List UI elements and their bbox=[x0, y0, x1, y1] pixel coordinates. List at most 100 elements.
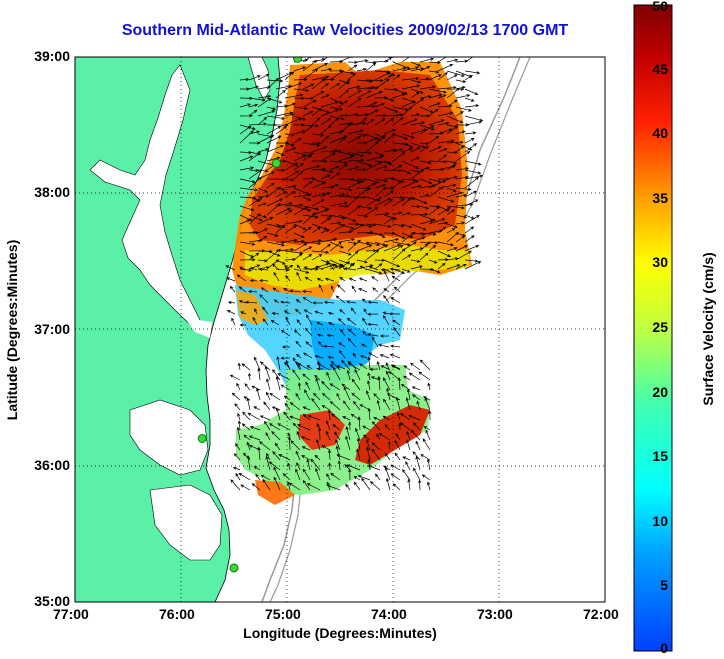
velocity-arrow bbox=[356, 160, 373, 167]
velocity-arrow bbox=[464, 120, 483, 126]
velocity-arrow bbox=[379, 354, 390, 359]
colorbar-tick-label: 0 bbox=[660, 640, 668, 656]
velocity-arrow bbox=[401, 84, 421, 90]
colorbar-tick-label: 50 bbox=[652, 0, 668, 14]
velocity-arrow bbox=[302, 296, 313, 304]
velocity-arrow bbox=[395, 396, 401, 411]
velocity-arrow bbox=[233, 453, 241, 461]
velocity-arrow bbox=[419, 85, 436, 90]
velocity-arrow bbox=[243, 434, 251, 441]
velocity-arrow bbox=[293, 206, 309, 216]
velocity-arrow bbox=[406, 388, 411, 401]
velocity-arrow bbox=[272, 263, 280, 271]
velocity-arrow bbox=[410, 259, 421, 263]
velocity-arrow bbox=[347, 250, 359, 261]
velocity-vectors bbox=[225, 57, 484, 491]
velocity-arrow bbox=[320, 229, 331, 234]
velocity-arrow bbox=[428, 93, 443, 99]
velocity-arrow bbox=[266, 391, 271, 401]
velocity-arrow bbox=[410, 88, 424, 94]
velocity-arrow bbox=[356, 68, 367, 72]
velocity-arrow bbox=[464, 214, 480, 225]
velocity-arrow bbox=[385, 477, 391, 491]
velocity-arrow bbox=[329, 172, 341, 180]
velocity-arrow bbox=[401, 76, 420, 81]
velocity-arrow bbox=[428, 70, 440, 74]
velocity-arrow bbox=[401, 106, 413, 117]
velocity-arrow bbox=[257, 228, 269, 234]
velocity-arrow bbox=[437, 154, 448, 162]
velocity-arrow bbox=[367, 372, 371, 381]
velocity-arrow bbox=[383, 270, 390, 282]
velocity-arrow bbox=[437, 196, 455, 203]
velocity-arrow bbox=[321, 380, 331, 391]
velocity-arrow bbox=[275, 126, 288, 135]
velocity-arrow bbox=[311, 239, 323, 243]
velocity-arrow bbox=[296, 462, 301, 471]
velocity-arrow bbox=[367, 407, 371, 421]
velocity-arrow bbox=[392, 151, 406, 162]
velocity-arrow bbox=[338, 136, 346, 144]
velocity-arrow bbox=[303, 266, 313, 271]
velocity-arrow bbox=[295, 353, 302, 359]
velocity-arrow bbox=[356, 214, 369, 218]
velocity-arrow bbox=[302, 124, 313, 135]
velocity-arrow bbox=[329, 129, 345, 135]
delaware-water bbox=[247, 57, 271, 101]
velocity-arrow bbox=[367, 312, 379, 316]
velocity-arrow bbox=[375, 473, 381, 481]
velocity-arrow bbox=[266, 182, 275, 189]
velocity-arrow bbox=[357, 416, 361, 431]
velocity-arrow bbox=[390, 473, 401, 481]
velocity-arrow bbox=[464, 174, 484, 180]
velocity-arrow bbox=[284, 190, 296, 198]
velocity-arrow bbox=[293, 193, 312, 198]
velocity-arrow bbox=[383, 216, 395, 225]
velocity-arrow bbox=[401, 197, 412, 207]
velocity-arrow bbox=[329, 265, 343, 270]
velocity-arrow bbox=[311, 117, 321, 126]
velocity-arrow bbox=[410, 429, 421, 441]
velocity-arrow bbox=[374, 102, 386, 108]
velocity-arrow bbox=[383, 398, 391, 411]
velocity-arrow bbox=[302, 196, 312, 201]
velocity-arrow bbox=[330, 360, 341, 371]
velocity-arrow bbox=[387, 440, 392, 451]
velocity-arrow bbox=[392, 113, 404, 117]
velocity-arrow bbox=[356, 241, 370, 246]
velocity-arrow bbox=[338, 250, 352, 256]
velocity-arrow bbox=[338, 214, 357, 222]
velocity-arrow bbox=[275, 178, 295, 182]
velocity-arrow bbox=[365, 141, 379, 153]
velocity-arrow bbox=[280, 300, 291, 304]
velocity-arrow bbox=[412, 394, 421, 401]
velocity-arrow bbox=[348, 277, 357, 282]
velocity-arrow bbox=[347, 166, 360, 171]
velocity-arrow bbox=[410, 212, 429, 216]
velocity-arrow bbox=[338, 204, 349, 208]
velocity-arrow bbox=[343, 400, 351, 411]
velocity-arrow bbox=[392, 178, 405, 183]
bay-water bbox=[89, 64, 201, 331]
velocity-arrow bbox=[335, 445, 341, 461]
velocity-arrow bbox=[383, 74, 393, 81]
velocity-arrow bbox=[464, 104, 480, 108]
velocity-arrow bbox=[244, 383, 251, 391]
velocity-arrow bbox=[264, 365, 271, 381]
velocity-arrow bbox=[392, 93, 406, 99]
velocity-arrow bbox=[265, 432, 271, 441]
velocity-arrow bbox=[372, 287, 379, 293]
velocity-arrow bbox=[284, 142, 295, 147]
velocity-arrow bbox=[302, 373, 311, 381]
velocity-arrow bbox=[428, 268, 441, 274]
velocity-arrow bbox=[335, 439, 341, 451]
velocity-arrow bbox=[419, 124, 435, 131]
velocity-arrow bbox=[239, 103, 251, 108]
velocity-arrow bbox=[338, 113, 349, 117]
velocity-arrow bbox=[302, 96, 314, 101]
velocity-arrow bbox=[365, 223, 377, 227]
velocity-arrow bbox=[311, 254, 323, 261]
velocity-arrow bbox=[392, 67, 407, 72]
velocity-arrow bbox=[241, 363, 251, 371]
